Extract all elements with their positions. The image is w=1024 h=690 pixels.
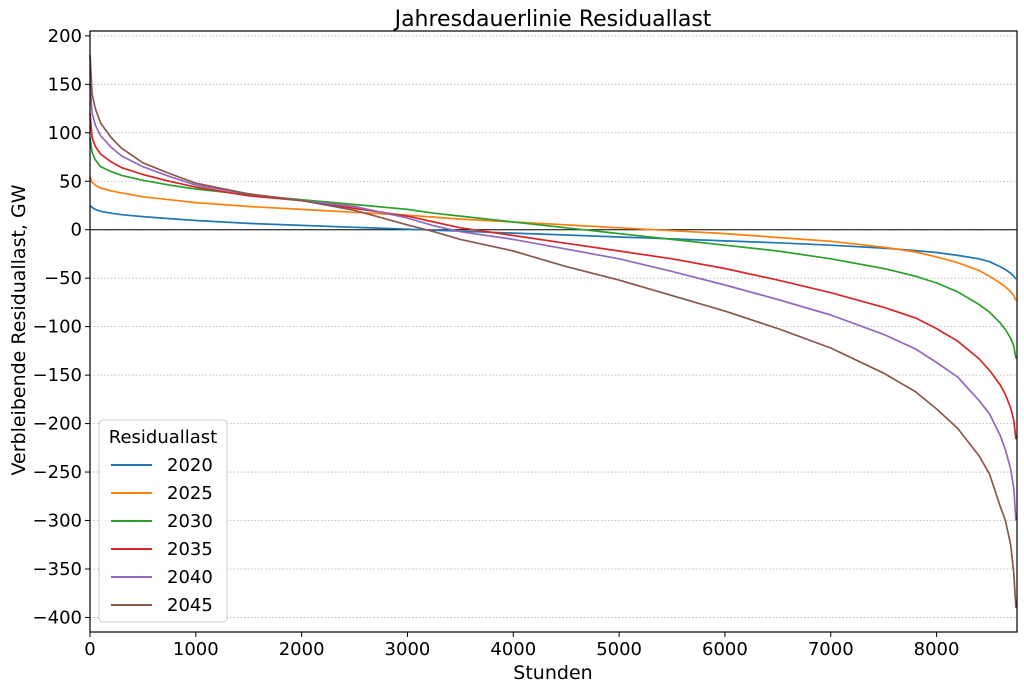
legend: Residuallast 2020 2025 2030 2035 2040 2045	[98, 419, 228, 623]
y-tick-label: −200	[33, 414, 82, 435]
y-axis-ticks: 200 150 100 50 0 −50 −100 −150 −200 −250 −300 −350 −…	[33, 26, 90, 628]
y-tick-label: −150	[33, 365, 82, 386]
x-tick-label: 3000	[385, 639, 431, 660]
y-tick-label: −250	[33, 462, 82, 483]
y-tick-label: −50	[44, 268, 82, 289]
plot-frame	[89, 30, 1018, 633]
y-tick-label: 100	[48, 123, 82, 144]
chart-title: Jahresdauerlinie Residuallast	[393, 7, 712, 32]
series-line-2025	[89, 176, 1017, 301]
legend-label-2045: 2045	[167, 595, 213, 616]
legend-label-2025: 2025	[167, 483, 213, 504]
y-tick-label: 0	[71, 220, 82, 241]
y-tick-label: 150	[48, 74, 82, 95]
x-tick-label: 0	[84, 639, 95, 660]
legend-label-2020: 2020	[167, 455, 213, 476]
legend-box	[98, 419, 228, 623]
series-line-2020	[89, 204, 1017, 280]
legend-label-2030: 2030	[167, 511, 213, 532]
y-tick-label: −400	[33, 607, 82, 628]
x-tick-label: 5000	[596, 639, 642, 660]
y-axis-label: Verbleibende Residuallast, GW	[8, 184, 30, 475]
legend-label-2035: 2035	[167, 539, 213, 560]
legend-items: 2020 2025 2030 2035 2040 2045	[111, 455, 213, 616]
series-line-2045	[89, 55, 1017, 608]
x-tick-label: 2000	[279, 639, 325, 660]
x-axis-ticks: 0 1000 2000 3000 4000 5000 6000 7000 8000	[84, 632, 959, 660]
x-axis-label: Stunden	[513, 662, 592, 684]
x-tick-label: 8000	[914, 639, 960, 660]
y-tick-label: −300	[33, 511, 82, 532]
legend-title: Residuallast	[109, 427, 217, 448]
y-tick-label: −100	[33, 317, 82, 338]
legend-label-2040: 2040	[167, 567, 213, 588]
x-tick-label: 6000	[702, 639, 748, 660]
series-line-2030	[89, 137, 1017, 359]
x-tick-label: 4000	[490, 639, 536, 660]
series-line-2035	[89, 113, 1017, 440]
y-tick-label: −350	[33, 559, 82, 580]
series-lines	[89, 55, 1017, 608]
x-tick-label: 7000	[808, 639, 854, 660]
y-tick-label: 50	[59, 171, 82, 192]
series-line-2040	[89, 84, 1017, 521]
y-tick-label: 200	[48, 26, 82, 47]
x-tick-label: 1000	[173, 639, 219, 660]
